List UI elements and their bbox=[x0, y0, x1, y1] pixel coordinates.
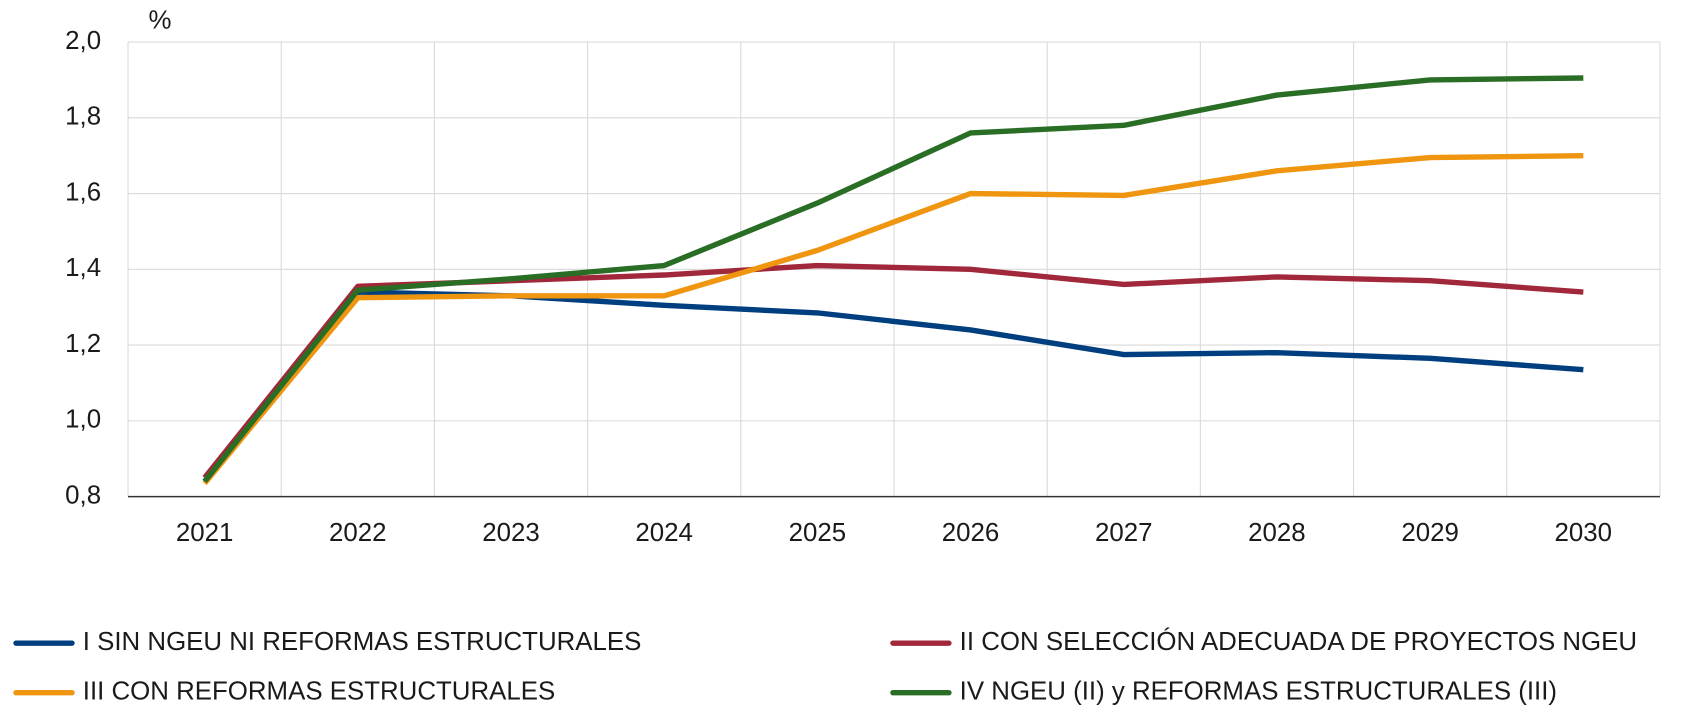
legend-label: IV NGEU (II) y REFORMAS ESTRUCTURALES (I… bbox=[960, 678, 1557, 706]
x-tick-label: 2027 bbox=[1095, 519, 1153, 547]
y-tick-label: 1,6 bbox=[65, 178, 101, 206]
x-tick-label: 2028 bbox=[1248, 519, 1306, 547]
x-tick-label: 2029 bbox=[1401, 519, 1459, 547]
series-line bbox=[202, 152, 1584, 486]
legend-label: I SIN NGEU NI REFORMAS ESTRUCTURALES bbox=[83, 628, 642, 656]
legend-label: II CON SELECCIÓN ADECUADA DE PROYECTOS N… bbox=[960, 627, 1637, 656]
x-tick-label: 2024 bbox=[635, 519, 693, 547]
x-tick-label: 2026 bbox=[942, 519, 1000, 547]
y-tick-label: 2,0 bbox=[65, 27, 101, 55]
legend-label: III CON REFORMAS ESTRUCTURALES bbox=[83, 678, 555, 706]
series-line bbox=[202, 75, 1584, 484]
series-line bbox=[202, 289, 1584, 484]
y-tick-label: 1,4 bbox=[65, 254, 101, 282]
y-tick-label: 1,0 bbox=[65, 406, 101, 434]
x-tick-label: 2025 bbox=[789, 519, 847, 547]
y-tick-label: 1,8 bbox=[65, 103, 101, 131]
y-unit: % bbox=[149, 6, 172, 34]
y-tick-label: 0,8 bbox=[65, 481, 101, 509]
y-tick-label: 1,2 bbox=[65, 330, 101, 358]
x-tick-label: 2022 bbox=[329, 519, 387, 547]
x-tick-label: 2023 bbox=[482, 519, 540, 547]
x-tick-label: 2021 bbox=[176, 519, 234, 547]
x-tick-label: 2030 bbox=[1555, 519, 1613, 547]
